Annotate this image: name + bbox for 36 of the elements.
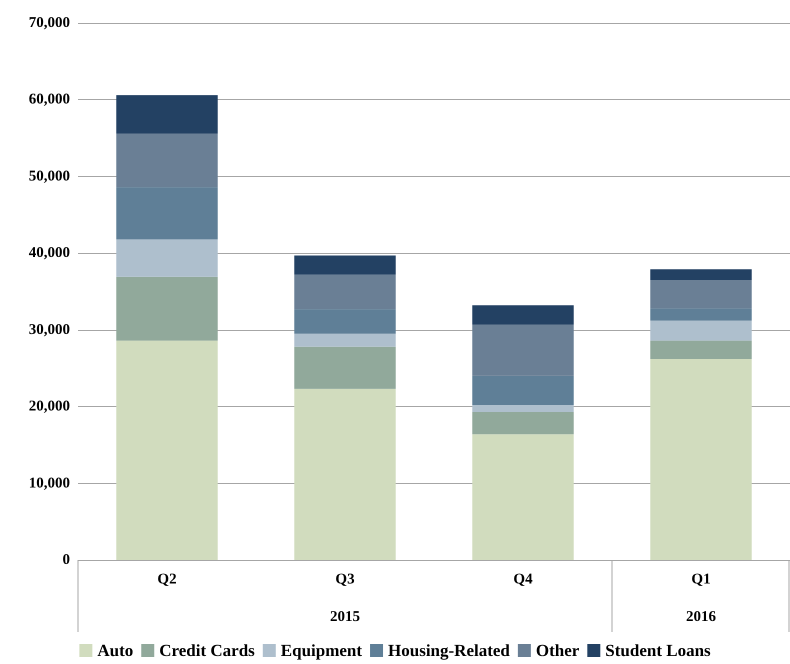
bar <box>472 434 574 560</box>
legend-label: Student Loans <box>605 641 712 660</box>
legend-label: Credit Cards <box>159 641 256 660</box>
legend-label: Other <box>536 641 580 660</box>
y-tick-label: 70,000 <box>28 15 70 31</box>
y-tick-label: 10,000 <box>28 475 70 492</box>
y-tick-label: 50,000 <box>28 168 70 184</box>
bar <box>472 412 574 434</box>
bar <box>650 359 752 560</box>
x-tick-label: Q4 <box>513 572 534 588</box>
x-tick-label: Q3 <box>335 572 355 588</box>
legend-label: Housing-Related <box>388 641 510 660</box>
bar <box>472 405 574 412</box>
x-tick-label: Q1 <box>691 572 711 588</box>
bar <box>472 305 574 324</box>
y-tick-label: 40,000 <box>28 245 70 262</box>
y-tick-label: 60,000 <box>28 92 70 108</box>
bar <box>116 276 218 341</box>
bar <box>294 255 396 275</box>
x-tick-label: Q2 <box>157 572 177 588</box>
bar <box>650 320 752 341</box>
text: 2015 <box>330 609 360 625</box>
y-tick-label: 30,000 <box>28 322 70 338</box>
bar <box>650 340 752 360</box>
bar <box>294 388 396 560</box>
bar <box>116 95 218 134</box>
text: 2016 <box>686 609 716 625</box>
bar <box>650 269 752 280</box>
legend-label: Equipment <box>280 641 362 660</box>
legend-label: Auto <box>97 641 134 660</box>
y-tick-label: 0 <box>62 552 70 568</box>
bar <box>116 239 218 277</box>
y-tick-label: 20,000 <box>28 398 70 415</box>
bar <box>294 334 396 347</box>
bar <box>294 346 396 389</box>
bar <box>116 340 218 560</box>
